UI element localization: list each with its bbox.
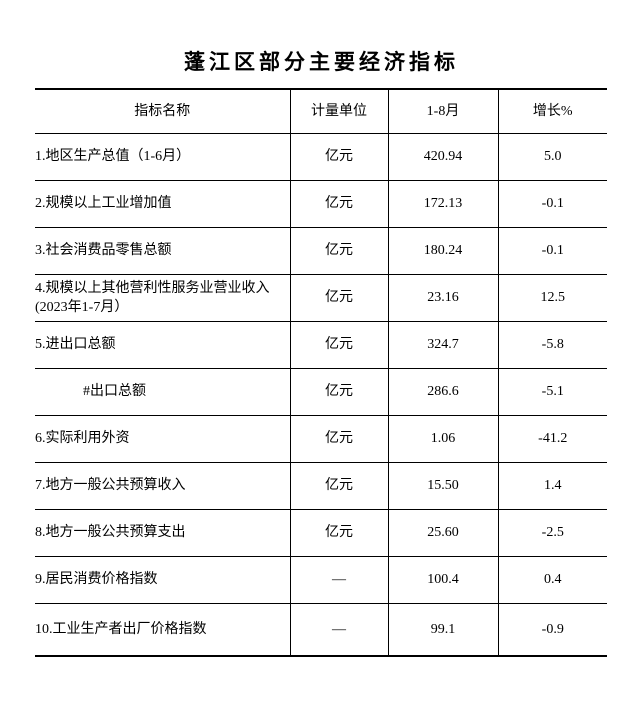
indicator-unit: 亿元	[289, 320, 389, 369]
indicator-value: 15.50	[387, 461, 499, 510]
table-row: 7.地方一般公共预算收入 亿元 15.50 1.4	[35, 461, 607, 510]
header-row: 指标名称 计量单位 1-8月 增长%	[35, 88, 607, 134]
table-row: 10.工业生产者出厂价格指数 — 99.1 -0.9	[35, 602, 607, 657]
indicator-unit: 亿元	[289, 273, 389, 322]
indicator-unit: 亿元	[289, 414, 389, 463]
indicator-value: 1.06	[387, 414, 499, 463]
indicator-value: 324.7	[387, 320, 499, 369]
indicator-unit: 亿元	[289, 132, 389, 181]
indicator-growth: 5.0	[497, 132, 607, 181]
indicator-name-sub: #出口总额	[35, 367, 291, 416]
indicator-value: 25.60	[387, 508, 499, 557]
table-row: 8.地方一般公共预算支出 亿元 25.60 -2.5	[35, 508, 607, 557]
table-row: 1.地区生产总值（1-6月） 亿元 420.94 5.0	[35, 132, 607, 181]
table-row: 6.实际利用外资 亿元 1.06 -41.2	[35, 414, 607, 463]
indicator-growth: -0.1	[497, 179, 607, 228]
indicator-value: 420.94	[387, 132, 499, 181]
indicator-unit: 亿元	[289, 179, 389, 228]
indicator-unit: 亿元	[289, 367, 389, 416]
indicator-value: 99.1	[387, 602, 499, 657]
col-header-growth: 增长%	[497, 88, 607, 134]
indicator-growth: -5.8	[497, 320, 607, 369]
indicator-name: 4.规模以上其他营利性服务业营业收入(2023年1-7月）	[35, 273, 291, 322]
indicator-growth: -0.1	[497, 226, 607, 275]
table-row: 3.社会消费品零售总额 亿元 180.24 -0.1	[35, 226, 607, 275]
indicator-value: 180.24	[387, 226, 499, 275]
indicator-growth: 0.4	[497, 555, 607, 604]
col-header-indicator-name: 指标名称	[35, 88, 291, 134]
indicator-value: 23.16	[387, 273, 499, 322]
indicator-value: 100.4	[387, 555, 499, 604]
indicator-name: 8.地方一般公共预算支出	[35, 508, 291, 557]
indicator-value: 286.6	[387, 367, 499, 416]
indicator-name: 6.实际利用外资	[35, 414, 291, 463]
indicator-name: 3.社会消费品零售总额	[35, 226, 291, 275]
indicator-unit: —	[289, 555, 389, 604]
table-row: 5.进出口总额 亿元 324.7 -5.8	[35, 320, 607, 369]
indicator-name: 9.居民消费价格指数	[35, 555, 291, 604]
indicator-growth: -41.2	[497, 414, 607, 463]
indicator-name: 2.规模以上工业增加值	[35, 179, 291, 228]
indicator-name: 1.地区生产总值（1-6月）	[35, 132, 291, 181]
indicator-unit: —	[289, 602, 389, 657]
table-row: 2.规模以上工业增加值 亿元 172.13 -0.1	[35, 179, 607, 228]
table-row: #出口总额 亿元 286.6 -5.1	[35, 367, 607, 416]
indicator-value: 172.13	[387, 179, 499, 228]
indicator-growth: -2.5	[497, 508, 607, 557]
indicator-growth: 12.5	[497, 273, 607, 322]
indicator-unit: 亿元	[289, 226, 389, 275]
table-row: 9.居民消费价格指数 — 100.4 0.4	[35, 555, 607, 604]
page-title: 蓬江区部分主要经济指标	[184, 50, 459, 74]
indicators-table: 指标名称 计量单位 1-8月 增长% 1.地区生产总值（1-6月） 亿元 420…	[35, 88, 607, 657]
col-header-unit: 计量单位	[289, 88, 389, 134]
col-header-period: 1-8月	[387, 88, 499, 134]
indicator-growth: 1.4	[497, 461, 607, 510]
indicator-unit: 亿元	[289, 461, 389, 510]
indicator-name: 7.地方一般公共预算收入	[35, 461, 291, 510]
indicator-growth: -5.1	[497, 367, 607, 416]
indicator-unit: 亿元	[289, 508, 389, 557]
table-row: 4.规模以上其他营利性服务业营业收入(2023年1-7月） 亿元 23.16 1…	[35, 273, 607, 322]
indicator-name: 10.工业生产者出厂价格指数	[35, 602, 291, 657]
indicator-growth: -0.9	[497, 602, 607, 657]
indicator-name: 5.进出口总额	[35, 320, 291, 369]
